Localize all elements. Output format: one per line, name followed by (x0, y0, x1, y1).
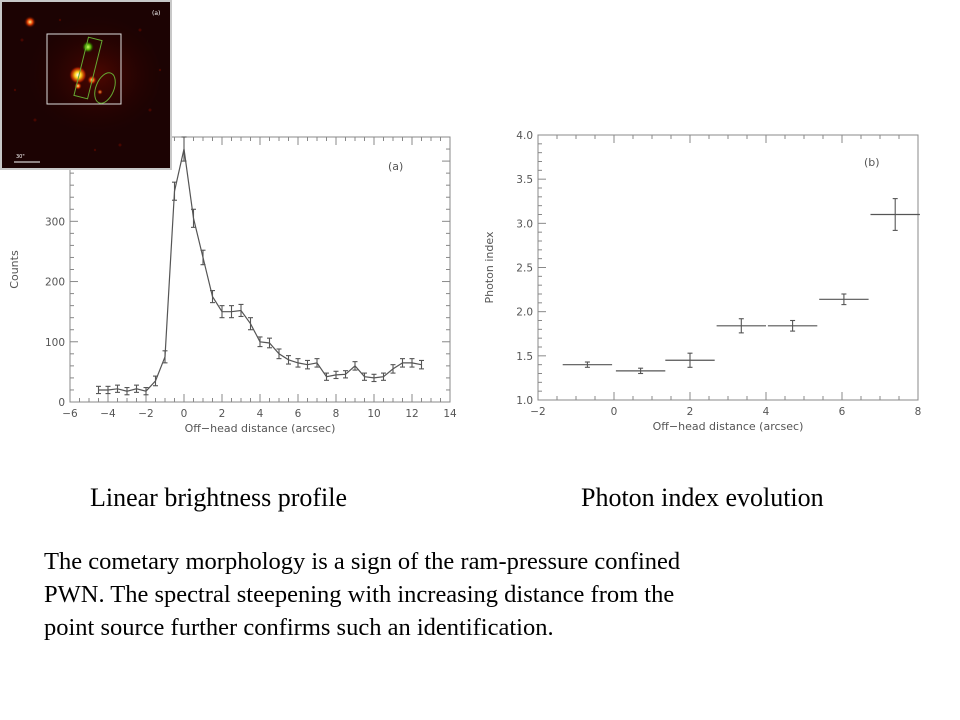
x-tick-label: 14 (443, 408, 457, 420)
data-point (267, 337, 272, 349)
x-tick-label: −2 (530, 406, 545, 418)
x-tick-label: 12 (405, 408, 418, 420)
x-tick-label: 8 (915, 406, 922, 418)
plot-frame (537, 134, 919, 401)
data-point (181, 136, 187, 162)
x-tick-label: −2 (138, 408, 153, 420)
inset-panel-label: (a) (152, 10, 160, 17)
xray-image-inset: (a) 30" (0, 0, 172, 170)
y-tick-label: 3.5 (516, 174, 533, 186)
data-point (409, 358, 415, 368)
series-line (98, 148, 422, 392)
y-tick-label: 2.0 (516, 307, 533, 319)
data-point (162, 350, 168, 364)
x-axis-label: Off−head distance (arcsec) (185, 422, 336, 435)
data-point (172, 181, 177, 201)
y-tick-label: 2.5 (516, 263, 533, 275)
data-point (390, 364, 396, 374)
data-point (400, 358, 405, 368)
x-tick-label: 2 (687, 406, 694, 418)
data-point (767, 319, 818, 332)
data-point (295, 358, 301, 368)
y-tick-label: 3.0 (516, 218, 533, 230)
y-tick-label: 0 (58, 397, 65, 409)
data-point (276, 348, 282, 360)
data-point (381, 372, 386, 381)
x-tick-label: 10 (367, 408, 380, 420)
data-point (286, 355, 291, 365)
x-tick-label: −6 (62, 408, 78, 420)
right-caption: Photon index evolution (581, 483, 824, 512)
data-point (219, 305, 225, 319)
data-point (305, 359, 310, 370)
data-point (115, 384, 120, 393)
data-point (143, 386, 149, 396)
y-tick-label: 4.0 (516, 130, 533, 142)
data-point (134, 384, 139, 393)
data-point (333, 370, 339, 380)
data-point (191, 208, 196, 228)
y-tick-label: 200 (45, 277, 65, 289)
data-point (124, 386, 130, 396)
x-axis-label: Off−head distance (arcsec) (653, 420, 804, 433)
data-point (105, 385, 111, 395)
left-caption: Linear brightness profile (90, 483, 348, 512)
description-line: point source further confirms such an id… (44, 614, 554, 641)
panel-label: (a) (388, 160, 403, 173)
data-point (665, 352, 715, 368)
data-point (352, 361, 358, 371)
data-point (229, 305, 234, 319)
data-point (324, 372, 329, 381)
x-tick-label: 4 (763, 406, 770, 418)
plot-frame (69, 136, 451, 403)
y-tick-label: 1.5 (516, 351, 533, 363)
data-point (819, 293, 869, 306)
x-tick-label: 0 (181, 408, 188, 420)
data-point (153, 375, 158, 387)
data-point (343, 370, 348, 379)
data-point (200, 249, 206, 266)
x-tick-label: 8 (333, 408, 340, 420)
data-point (419, 359, 424, 370)
description-line: The cometary morphology is a sign of the… (44, 548, 681, 575)
data-point (870, 198, 920, 231)
x-tick-label: 4 (257, 408, 264, 420)
data-point (210, 290, 215, 304)
data-point (371, 373, 377, 383)
photon-index-chart: −2 0 2 4 6 8 1.0 1.5 2.0 2.5 3.0 3.5 4.0 Off−head dis… (483, 130, 922, 433)
y-axis-label: Photon index (483, 231, 496, 303)
x-tick-label: 6 (295, 408, 302, 420)
y-tick-label: 100 (45, 337, 65, 349)
panel-label: (b) (864, 156, 880, 169)
x-tick-label: −4 (100, 408, 116, 420)
data-point (238, 303, 244, 318)
y-tick-label: 1.0 (516, 395, 533, 407)
description-paragraph: The cometary morphology is a sign of the… (44, 545, 680, 644)
x-tick-label: 2 (219, 408, 226, 420)
inset-scale-label: 30" (16, 154, 25, 160)
x-tick-label: 0 (611, 406, 618, 418)
x-tick-label: 6 (839, 406, 846, 418)
data-point (362, 372, 367, 381)
y-axis-label: Counts (8, 250, 21, 289)
data-point (615, 367, 666, 375)
data-point (248, 317, 253, 331)
data-point (314, 358, 320, 368)
description-line: PWN. The spectral steepening with increa… (44, 581, 675, 608)
data-point (96, 385, 101, 395)
data-point (716, 318, 766, 334)
y-tick-label: 300 (45, 216, 65, 228)
data-point (257, 336, 263, 348)
data-point (562, 361, 613, 368)
